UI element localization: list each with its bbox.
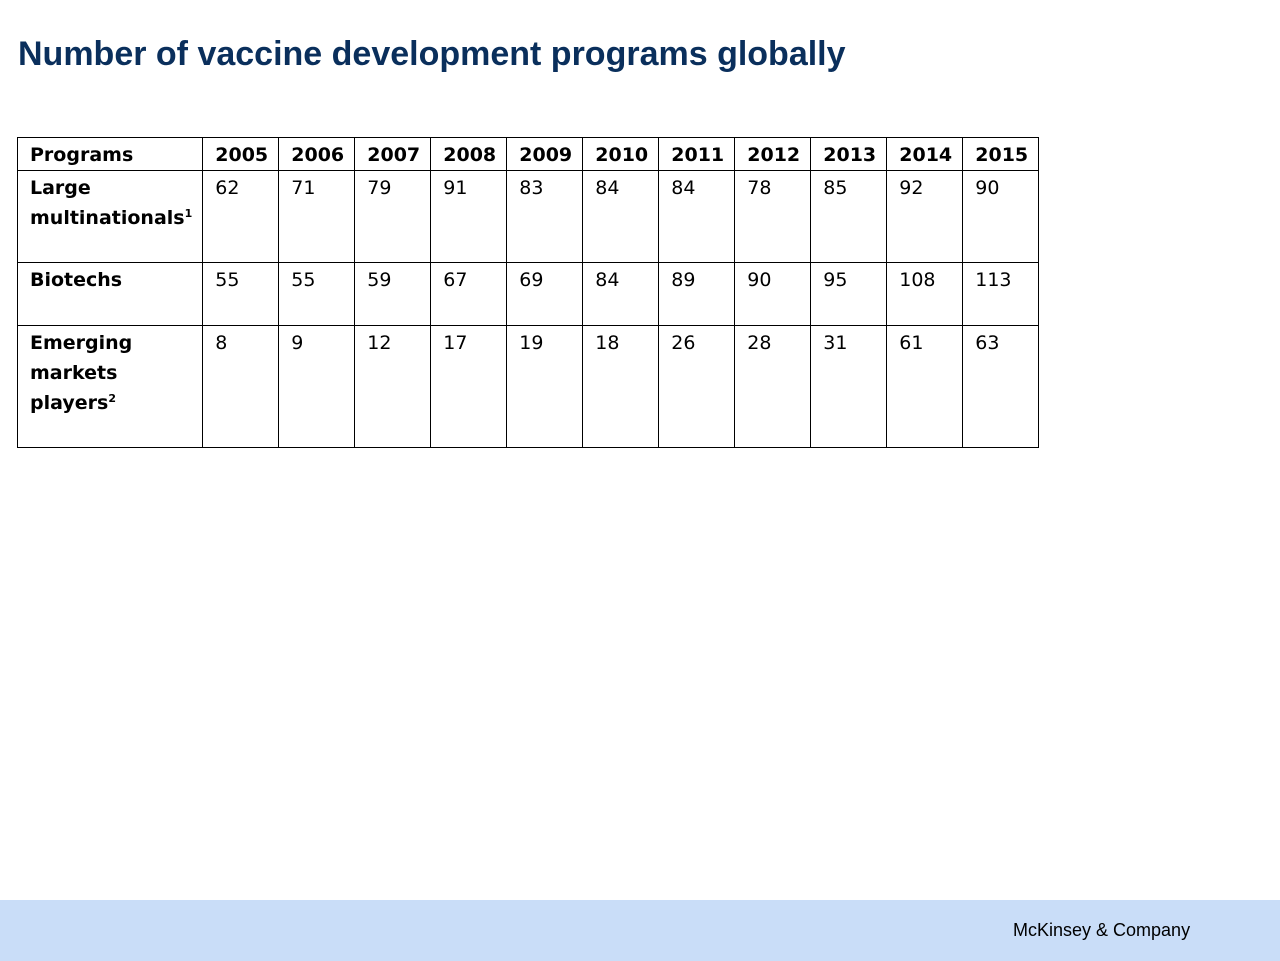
table-cell: 67	[430, 262, 508, 326]
table-cell: 95	[810, 262, 888, 326]
row-label: Biotechs	[16, 262, 204, 326]
table-cell: 84	[658, 170, 736, 263]
row-label-text: Large multinationals	[30, 177, 185, 229]
table-cell: 92	[886, 170, 964, 263]
table-cell: 89	[658, 262, 736, 326]
table-cell: 55	[278, 262, 356, 326]
table-cell: 78	[734, 170, 812, 263]
table-cell: 113	[962, 262, 1040, 326]
table-cell: 17	[430, 325, 508, 448]
table-cell: 28	[734, 325, 812, 448]
row-label-text: Biotechs	[30, 269, 123, 291]
table-cell: 83	[506, 170, 584, 263]
footnote-marker: 1	[184, 207, 193, 220]
table-cell: 19	[506, 325, 584, 448]
column-header-year: 2009	[506, 137, 584, 171]
table-cell: 61	[886, 325, 964, 448]
table-row: Biotechs 55 55 59 67 69 84 89 90 95 108 …	[16, 262, 1040, 326]
table-cell: 108	[886, 262, 964, 326]
table-cell: 26	[658, 325, 736, 448]
column-header-year: 2013	[810, 137, 888, 171]
table-cell: 62	[202, 170, 280, 263]
column-header-year: 2010	[582, 137, 660, 171]
column-header-year: 2006	[278, 137, 356, 171]
column-header-year: 2012	[734, 137, 812, 171]
row-label-text: Emerging markets players	[30, 332, 133, 414]
column-header-year: 2011	[658, 137, 736, 171]
footer-bar: McKinsey & Company	[0, 900, 1280, 961]
column-header-year: 2008	[430, 137, 508, 171]
table-header-row: Programs 2005 2006 2007 2008 2009 2010 2…	[16, 137, 1040, 171]
table-cell: 63	[962, 325, 1040, 448]
table-row: Emerging markets players2 8 9 12 17 19 1…	[16, 325, 1040, 448]
table-row: Large multinationals1 62 71 79 91 83 84 …	[16, 170, 1040, 263]
row-label: Emerging markets players2	[16, 325, 204, 448]
table-cell: 9	[278, 325, 356, 448]
table-cell: 55	[202, 262, 280, 326]
table-cell: 91	[430, 170, 508, 263]
table-cell: 84	[582, 262, 660, 326]
table-cell: 18	[582, 325, 660, 448]
programs-table: Programs 2005 2006 2007 2008 2009 2010 2…	[16, 137, 1040, 448]
company-name: McKinsey & Company	[1013, 920, 1191, 940]
table-cell: 84	[582, 170, 660, 263]
row-label: Large multinationals1	[16, 170, 204, 263]
column-header-year: 2014	[886, 137, 964, 171]
column-header-year: 2015	[962, 137, 1040, 171]
page-title: Number of vaccine development programs g…	[18, 35, 846, 73]
table-cell: 69	[506, 262, 584, 326]
footnote-marker: 2	[108, 392, 116, 405]
table-cell: 90	[962, 170, 1040, 263]
table-cell: 85	[810, 170, 888, 263]
column-header-programs: Programs	[16, 137, 204, 171]
table-cell: 90	[734, 262, 812, 326]
column-header-year: 2007	[354, 137, 432, 171]
table-cell: 12	[354, 325, 432, 448]
table-cell: 71	[278, 170, 356, 263]
table-cell: 8	[202, 325, 280, 448]
table-cell: 31	[810, 325, 888, 448]
column-header-year: 2005	[202, 137, 280, 171]
table-cell: 59	[354, 262, 432, 326]
table-cell: 79	[354, 170, 432, 263]
